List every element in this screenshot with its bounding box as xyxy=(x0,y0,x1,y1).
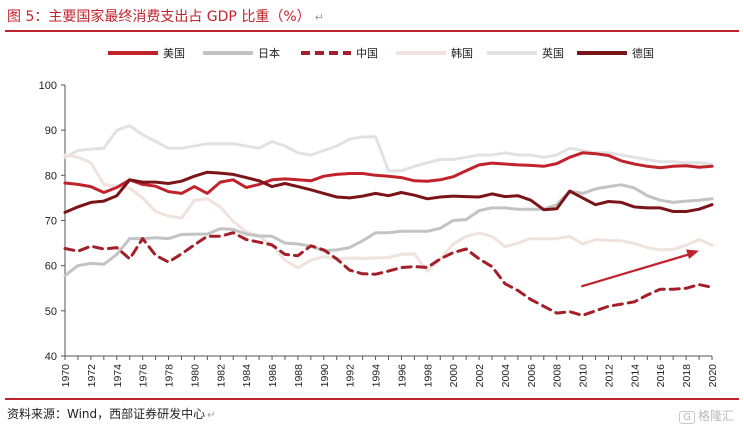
series-line-3 xyxy=(63,231,714,317)
x-tick-label: 1982 xyxy=(215,364,227,388)
x-tick-label: 1980 xyxy=(189,364,201,388)
watermark-logo-icon: G xyxy=(679,411,695,424)
series-line-1 xyxy=(63,151,714,195)
watermark: G 格隆汇 xyxy=(679,407,734,424)
x-tick-label: 1986 xyxy=(267,364,279,388)
legend-label-1: 美国 xyxy=(163,47,185,60)
series-line-5 xyxy=(63,124,714,173)
return-mark-icon: ↵ xyxy=(207,410,216,421)
y-tick-label: 90 xyxy=(45,125,57,137)
x-tick-label: 2014 xyxy=(629,364,641,388)
watermark-text: 格隆汇 xyxy=(697,409,734,423)
x-tick-label: 2006 xyxy=(526,364,538,388)
x-tick-label: 2012 xyxy=(603,364,615,388)
x-tick-label: 1994 xyxy=(371,364,383,388)
source-text: 资料来源：Wind，西部证券研发中心 xyxy=(7,407,206,421)
source-rule xyxy=(5,398,739,400)
y-tick-label: 80 xyxy=(45,170,57,182)
x-tick-label: 2016 xyxy=(655,364,667,388)
y-tick-label: 40 xyxy=(45,351,57,363)
x-tick-label: 1998 xyxy=(422,364,434,388)
figure-title: 图 5：主要国家最终消费支出占 GDP 比重（%） ↵ xyxy=(7,6,324,26)
legend-label-6: 德国 xyxy=(632,46,654,60)
x-tick-label: 1988 xyxy=(293,364,305,388)
legend-label-3: 中国 xyxy=(356,47,378,60)
series-line-4 xyxy=(63,153,714,273)
x-tick-label: 1976 xyxy=(138,364,150,388)
x-tick-label: 2010 xyxy=(578,364,590,388)
x-tick-label: 2018 xyxy=(681,364,693,388)
x-tick-label: 2000 xyxy=(448,364,460,388)
trend-arrow-line xyxy=(580,252,692,288)
return-mark-icon: ↵ xyxy=(314,11,324,24)
x-tick-label: 1972 xyxy=(86,364,98,388)
figure-title-text: 图 5：主要国家最终消费支出占 GDP 比重（%） xyxy=(7,9,311,25)
x-tick-label: 2002 xyxy=(474,364,486,388)
series-line-6 xyxy=(63,170,714,214)
x-tick-label: 1990 xyxy=(319,364,331,388)
x-tick-label: 2004 xyxy=(500,364,512,388)
x-tick-label: 1984 xyxy=(241,364,253,388)
y-tick-label: 50 xyxy=(45,306,57,318)
y-tick-label: 60 xyxy=(45,261,57,273)
x-tick-label: 1970 xyxy=(60,364,72,388)
legend-label-2: 日本 xyxy=(258,46,280,60)
x-tick-label: 1996 xyxy=(396,364,408,388)
title-rule xyxy=(5,30,739,32)
legend-label-5: 英国 xyxy=(542,46,564,60)
y-tick-label: 100 xyxy=(39,80,57,92)
legend-label-4: 韩国 xyxy=(451,46,473,60)
trend-arrow-head-icon xyxy=(686,249,700,260)
x-tick-label: 1974 xyxy=(112,364,124,388)
source-note: 资料来源：Wind，西部证券研发中心 ↵ xyxy=(7,405,216,422)
x-tick-label: 2008 xyxy=(552,364,564,388)
y-tick-label: 70 xyxy=(45,216,57,228)
x-tick-label: 1978 xyxy=(164,364,176,388)
x-tick-label: 2020 xyxy=(707,364,719,388)
x-tick-label: 1992 xyxy=(345,364,357,388)
series-line-2 xyxy=(63,183,714,278)
